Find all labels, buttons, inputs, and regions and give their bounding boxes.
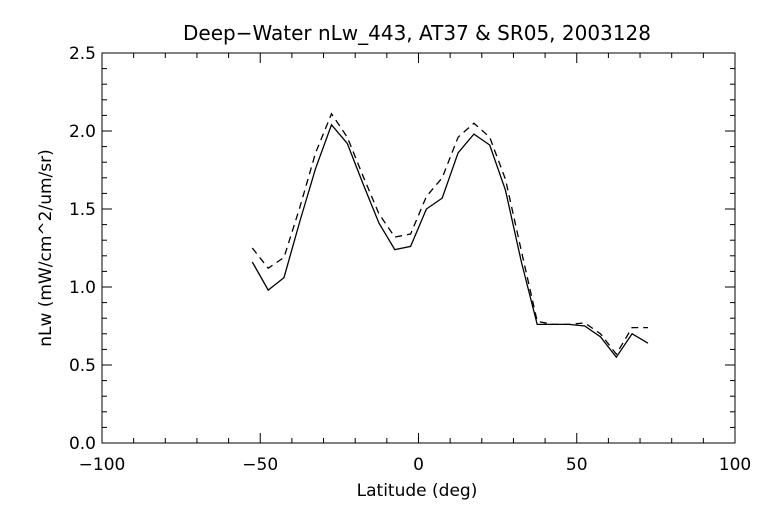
series-lines [251,112,649,359]
series-line-solid [251,123,649,359]
x-tick-label: −50 [242,455,278,475]
chart-title: Deep−Water nLw_443, AT37 & SR05, 2003128 [183,21,651,45]
plot-frame [101,52,736,444]
x-axis-label: Latitude (deg) [357,481,478,501]
series-line-dashed [251,112,648,356]
axis-ticks [101,52,736,444]
tick-labels: −100 −50 0 50 100 0.0 0.5 1.0 1.5 2.0 2.5 [69,44,751,475]
y-tick-label: 2.0 [69,122,96,142]
x-tick-label: 0 [413,455,424,475]
y-tick-label: 2.5 [69,44,96,64]
y-axis-label: nLw (mW/cm^2/um/sr) [36,149,56,347]
y-tick-label: 0.5 [69,356,96,376]
x-tick-label: 50 [566,455,588,475]
x-tick-label: −100 [79,455,126,475]
x-tick-label: 100 [719,455,751,475]
y-tick-label: 1.0 [69,278,96,298]
y-tick-label: 0.0 [69,434,96,454]
y-tick-label: 1.5 [69,200,96,220]
